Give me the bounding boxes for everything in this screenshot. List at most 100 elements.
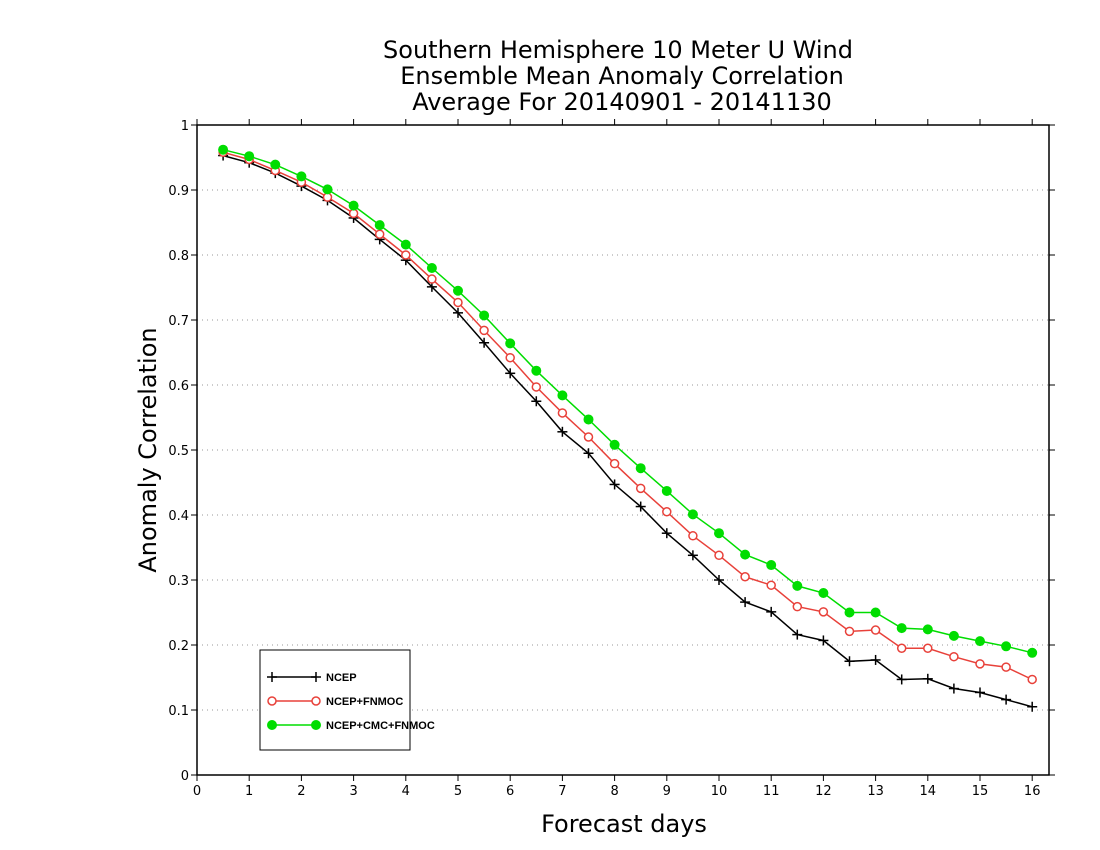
series-1 [218, 150, 1038, 712]
legend-marker [311, 672, 321, 682]
data-point [218, 144, 229, 155]
data-point [374, 220, 385, 231]
data-point [609, 458, 620, 469]
data-point [766, 606, 777, 617]
series-3 [218, 144, 1038, 658]
data-point [818, 635, 829, 646]
data-point [870, 654, 881, 665]
data-point [479, 337, 490, 348]
data-point [1027, 647, 1038, 658]
x-tick-label: 10 [711, 784, 728, 799]
legend-label: NCEP+CMC+FNMOC [326, 720, 435, 732]
legend-entry: NCEP+CMC+FNMOC [267, 720, 435, 732]
data-point [792, 629, 803, 640]
title-line-2: Ensemble Mean Anomaly Correlation [400, 62, 844, 90]
data-point [714, 575, 724, 585]
data-point [922, 673, 933, 684]
chart-title: Southern Hemisphere 10 Meter U Wind Ense… [383, 36, 853, 116]
y-tick-label: 0.3 [168, 574, 189, 589]
data-point [687, 509, 698, 520]
data-point [374, 229, 385, 239]
data-point [975, 659, 985, 669]
data-point [662, 507, 672, 517]
data-point [1001, 694, 1012, 705]
x-tick-label: 9 [663, 784, 671, 799]
data-point [505, 352, 515, 363]
y-tick-label: 0.6 [168, 379, 189, 394]
data-point [844, 607, 855, 618]
data-point [740, 597, 751, 608]
series-line [222, 151, 1033, 681]
data-point [296, 171, 307, 182]
data-point [348, 200, 359, 211]
data-point [426, 263, 437, 273]
x-tick-label: 13 [867, 784, 884, 799]
data-point [714, 528, 724, 539]
x-tick-label: 4 [402, 784, 410, 799]
y-tick-label: 0.2 [168, 639, 189, 654]
y-tick-label: 0.9 [168, 184, 189, 199]
title-line-1: Southern Hemisphere 10 Meter U Wind [383, 36, 853, 64]
data-point [1027, 701, 1038, 712]
data-point [427, 274, 437, 284]
x-tick-label: 11 [763, 784, 780, 799]
series-layer [218, 144, 1038, 712]
x-tick-label: 14 [920, 784, 937, 799]
data-point [583, 414, 594, 425]
x-tick-label: 7 [558, 784, 566, 799]
x-tick-label: 2 [297, 784, 305, 799]
data-point [479, 310, 490, 321]
legend-marker [267, 672, 277, 682]
data-point [635, 463, 646, 474]
x-tick-label: 8 [610, 784, 618, 799]
data-point [896, 643, 907, 653]
data-point [870, 625, 881, 635]
data-point [1001, 641, 1012, 652]
x-tick-label: 15 [972, 784, 989, 799]
data-point [270, 159, 281, 170]
x-tick-label: 5 [454, 784, 462, 799]
y-tick-label: 0.5 [168, 444, 189, 459]
data-point [401, 250, 411, 260]
grid-lines [197, 189, 1049, 711]
data-point [505, 338, 516, 349]
legend-marker [267, 696, 277, 706]
data-point [922, 624, 933, 635]
legend-label: NCEP+FNMOC [326, 696, 403, 708]
data-point [844, 626, 855, 637]
data-point [531, 382, 542, 392]
y-axis-label: Anomaly Correlation [134, 327, 162, 572]
data-point [766, 560, 777, 571]
data-point [453, 285, 463, 296]
data-point [818, 588, 829, 598]
legend-entry: NCEP+FNMOC [267, 696, 403, 708]
data-point [948, 630, 959, 641]
legend-marker [267, 720, 277, 730]
data-point [687, 550, 698, 561]
series-line [222, 154, 1033, 708]
series-line [222, 148, 1033, 654]
data-point [635, 501, 646, 512]
data-point [557, 408, 568, 418]
data-point [583, 448, 594, 459]
data-point [975, 687, 985, 698]
data-point [244, 151, 255, 162]
data-point [688, 531, 698, 541]
y-tick-label: 0.8 [168, 249, 189, 264]
data-point [322, 184, 333, 195]
series-2 [218, 147, 1037, 685]
data-point [740, 549, 751, 560]
legend-marker [311, 696, 321, 706]
data-point [844, 656, 855, 667]
legend-marker [311, 720, 321, 730]
y-tick-label: 0.7 [168, 314, 189, 329]
x-tick-label: 3 [349, 784, 357, 799]
x-tick-label: 12 [815, 784, 832, 799]
data-point [714, 550, 724, 561]
data-point [557, 390, 568, 401]
y-tick-label: 0 [181, 769, 189, 784]
legend-entry: NCEP [267, 672, 357, 684]
data-point [818, 607, 829, 617]
x-axis-label: Forecast days [541, 810, 707, 838]
axis-ticks: 00.10.20.30.40.50.60.70.80.910 1 2 3 4 5 6 7 8 9 1… [168, 119, 1055, 799]
